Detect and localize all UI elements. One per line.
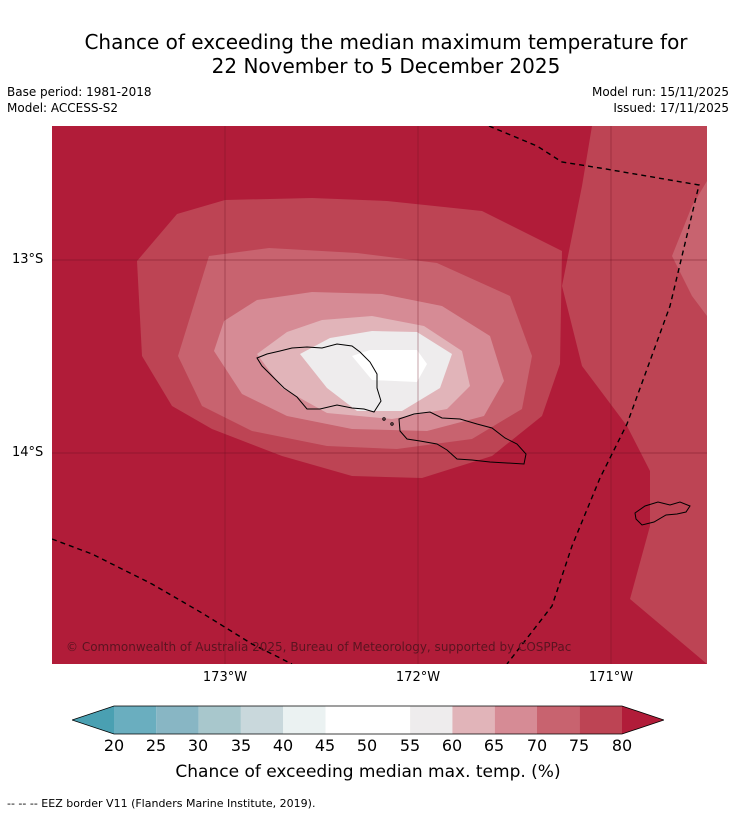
title-line-1: Chance of exceeding the median maximum t…: [84, 30, 688, 54]
colorbar: [70, 704, 666, 736]
copyright-notice: © Commonwealth of Australia 2025, Bureau…: [66, 640, 572, 654]
colorbar-bin-60-65: [452, 706, 495, 734]
title-line-2: 22 November to 5 December 2025: [211, 54, 561, 78]
colorbar-tick-65: 65: [483, 736, 505, 755]
eez-borders: [52, 126, 700, 664]
colorbar-extend-above: [622, 706, 664, 734]
contour-50-55: [352, 350, 427, 382]
savaii-island: [256, 343, 382, 413]
colorbar-tick-25: 25: [145, 736, 167, 755]
colorbar-svg: [70, 705, 666, 735]
eez-border-east: [488, 126, 700, 664]
lat-label-14s: 14°S: [12, 445, 44, 460]
colorbar-tick-50: 50: [356, 736, 378, 755]
apolima-island: [390, 422, 394, 426]
colorbar-tick-30: 30: [187, 736, 209, 755]
lat-label-13s: 13°S: [12, 252, 44, 267]
issued-date: Issued: 17/11/2025: [613, 101, 729, 115]
map-title: Chance of exceeding the median maximum t…: [40, 30, 732, 78]
colorbar-bin-35-40: [240, 706, 284, 734]
colorbar-bin-30-35: [198, 706, 241, 734]
base-period: Base period: 1981-2018: [7, 85, 152, 99]
colorbar-tick-55: 55: [399, 736, 421, 755]
colorbar-tick-80: 80: [611, 736, 633, 755]
lon-label-173w: 173°W: [202, 670, 248, 685]
metadata-left: Base period: 1981-2018 Model: ACCESS-S2: [7, 84, 152, 116]
colorbar-bin-45-50: [325, 706, 368, 734]
colorbar-bin-50-55: [367, 706, 411, 734]
colorbar-label: Chance of exceeding median max. temp. (%…: [175, 762, 561, 782]
colorbar-tick-35: 35: [230, 736, 252, 755]
colorbar-tick-70: 70: [526, 736, 548, 755]
region-east-70-75: [672, 181, 707, 316]
tutuila-island: [634, 501, 691, 526]
colorbar-bin-20-25: [114, 706, 157, 734]
colorbar-bin-70-75: [537, 706, 580, 734]
colorbar-bin-55-60: [410, 706, 453, 734]
eez-legend-footnote: -- -- -- EEZ border V11 (Flanders Marine…: [7, 797, 316, 810]
colorbar-bin-75-80: [579, 706, 622, 734]
metadata-right: Model run: 15/11/2025 Issued: 17/11/2025: [592, 84, 729, 116]
manono-island: [382, 417, 386, 421]
map-svg: [52, 126, 707, 664]
eez-border-southwest: [52, 538, 293, 664]
model-name: Model: ACCESS-S2: [7, 101, 119, 115]
colorbar-bin-65-70: [494, 706, 537, 734]
coastlines: [256, 343, 691, 526]
model-run: Model run: 15/11/2025: [591, 85, 729, 99]
colorbar-tick-45: 45: [314, 736, 336, 755]
region-east-75-80: [562, 126, 707, 664]
lon-label-172w: 172°W: [395, 670, 441, 685]
colorbar-tick-20: 20: [103, 736, 125, 755]
lon-label-171w: 171°W: [588, 670, 634, 685]
colorbar-bin-25-30: [156, 706, 199, 734]
upolu-island: [398, 411, 527, 465]
colorbar-tick-75: 75: [568, 736, 590, 755]
colorbar-tick-60: 60: [441, 736, 463, 755]
map-panel[interactable]: © Commonwealth of Australia 2025, Bureau…: [52, 126, 707, 664]
colorbar-tick-40: 40: [272, 736, 294, 755]
graticule: [52, 126, 707, 664]
colorbar-extend-below: [72, 706, 114, 734]
colorbar-bin-40-45: [283, 706, 326, 734]
